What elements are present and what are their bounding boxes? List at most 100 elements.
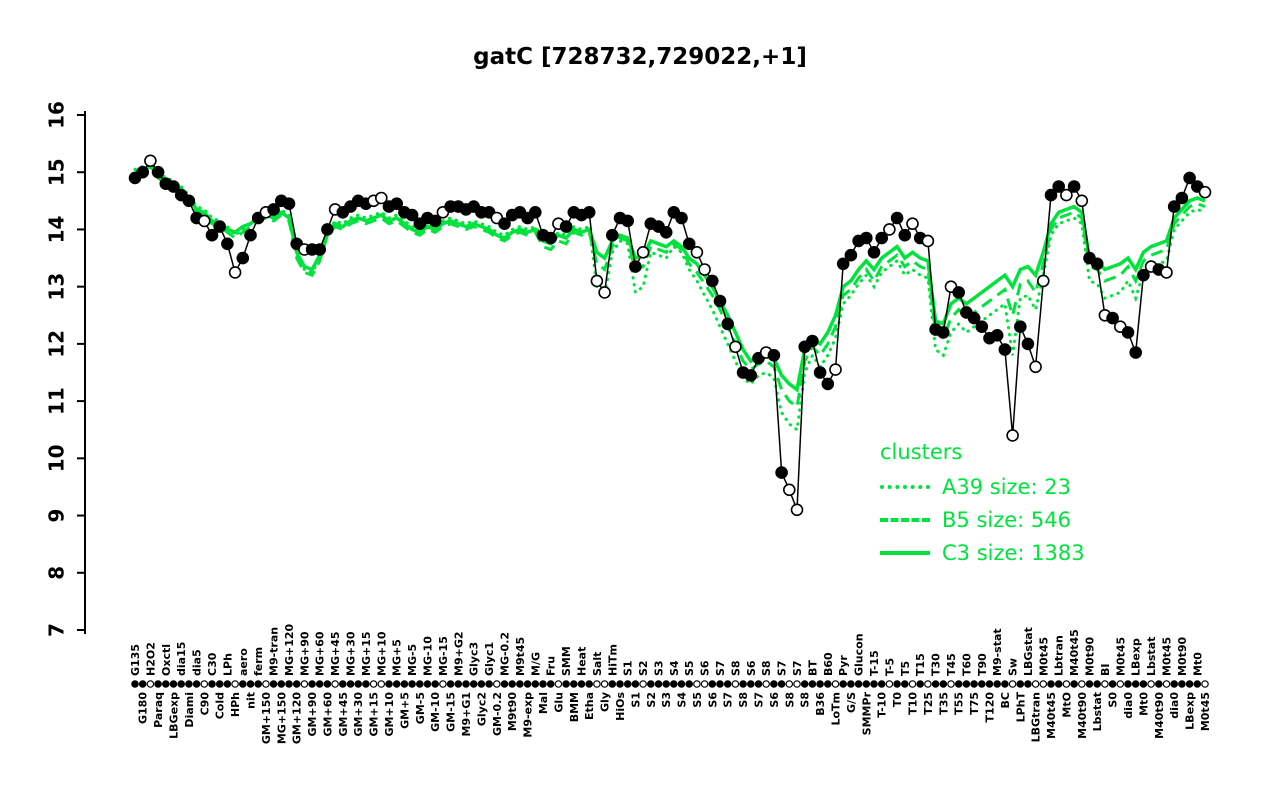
condition-label: S6 xyxy=(745,660,758,676)
condition-marker xyxy=(1116,680,1125,688)
condition-label: B36 xyxy=(814,692,827,716)
condition-label: HPh xyxy=(229,692,242,717)
solid-line-sample-icon xyxy=(880,551,930,555)
gene-point xyxy=(821,377,835,391)
gene-point xyxy=(1006,429,1019,442)
condition-marker xyxy=(1054,680,1063,688)
gene-point xyxy=(1183,171,1196,185)
plot-title: gatC [728732,729022,+1] xyxy=(473,44,807,70)
condition-marker xyxy=(685,680,694,688)
condition-marker xyxy=(1124,680,1132,688)
dashed-line-sample-icon xyxy=(880,518,930,522)
condition-label: S6 xyxy=(699,660,712,676)
condition-label: S6 xyxy=(706,692,719,708)
condition-marker xyxy=(977,680,986,688)
condition-marker xyxy=(577,680,586,688)
condition-marker xyxy=(970,680,978,688)
condition-label: GM+30 xyxy=(352,692,365,737)
condition-label: M9t90 xyxy=(506,692,519,732)
condition-marker xyxy=(485,680,493,688)
condition-label: S4 xyxy=(676,692,689,708)
condition-label: HiOs xyxy=(614,692,627,721)
condition-marker xyxy=(462,680,470,688)
condition-marker xyxy=(716,680,724,688)
y-tick-label: 13 xyxy=(45,273,69,301)
condition-marker xyxy=(908,680,917,688)
condition-marker xyxy=(700,680,709,688)
condition-label: LBexp xyxy=(1184,692,1197,730)
condition-label: T30 xyxy=(930,653,943,676)
condition-marker xyxy=(877,680,886,688)
condition-marker xyxy=(239,680,247,688)
condition-marker xyxy=(623,680,632,688)
gene-point xyxy=(729,340,742,354)
condition-label: S1 xyxy=(629,692,642,708)
gene-point xyxy=(1129,346,1142,359)
condition-label: M0t45 xyxy=(1037,637,1050,676)
condition-marker xyxy=(469,680,478,688)
condition-marker xyxy=(246,680,255,688)
condition-marker xyxy=(870,680,878,688)
gene-point xyxy=(428,214,442,228)
condition-label: dia5 xyxy=(191,649,204,676)
condition-marker xyxy=(693,680,701,688)
condition-marker xyxy=(569,680,578,688)
condition-marker xyxy=(146,680,155,688)
condition-label: M9+G2 xyxy=(452,632,465,677)
condition-marker xyxy=(1008,680,1017,688)
gene-point xyxy=(1044,188,1058,202)
condition-label: dia0 xyxy=(1122,692,1135,719)
gene-point xyxy=(136,165,149,179)
condition-marker xyxy=(616,680,624,688)
condition-marker xyxy=(808,680,817,688)
condition-label: GM+90 xyxy=(306,692,319,737)
condition-marker xyxy=(192,680,201,688)
condition-label: M0t90 xyxy=(1176,636,1189,676)
condition-label: M/G xyxy=(529,652,542,676)
condition-label: T45 xyxy=(945,653,958,676)
condition-marker xyxy=(885,680,894,688)
condition-marker xyxy=(1108,680,1117,688)
gene-point xyxy=(1106,311,1119,325)
gene-point xyxy=(498,217,511,230)
condition-marker xyxy=(254,680,263,688)
gene-point xyxy=(844,248,858,262)
condition-label: T35 xyxy=(937,692,950,715)
gene-point xyxy=(906,217,919,230)
condition-label: GM+120 xyxy=(291,692,304,744)
gene-point xyxy=(859,231,873,245)
dotted-line-sample-icon xyxy=(880,485,930,489)
condition-marker xyxy=(762,680,771,688)
condition-marker xyxy=(539,680,547,688)
gene-point xyxy=(867,246,881,259)
condition-marker xyxy=(1078,680,1086,688)
condition-label: MtO xyxy=(1060,692,1073,718)
condition-marker xyxy=(1093,680,1102,688)
condition-marker xyxy=(777,680,786,688)
condition-label: MG+90 xyxy=(298,631,311,676)
condition-marker xyxy=(308,680,316,688)
gene-point xyxy=(829,363,842,376)
condition-label: MG-10 xyxy=(422,636,435,676)
condition-label: S1 xyxy=(622,660,635,676)
gene-point xyxy=(151,165,165,179)
condition-marker xyxy=(446,680,455,688)
condition-label: S6 xyxy=(768,692,781,708)
condition-marker xyxy=(385,680,393,688)
condition-label: MG-15 xyxy=(437,636,450,676)
gene-point xyxy=(267,203,280,216)
condition-label: T25 xyxy=(922,692,935,715)
condition-marker xyxy=(1024,680,1032,688)
condition-label: G/S xyxy=(845,692,858,713)
gene-point xyxy=(990,328,1004,342)
condition-label: T-5 xyxy=(883,658,896,676)
condition-marker xyxy=(315,680,324,688)
condition-marker xyxy=(639,680,647,688)
condition-marker xyxy=(608,680,617,688)
condition-label: T55 xyxy=(953,692,966,715)
condition-marker xyxy=(947,680,955,688)
condition-label: B60 xyxy=(822,652,835,676)
condition-label: M9-stat xyxy=(991,628,1004,676)
condition-marker xyxy=(785,680,794,688)
condition-label: LPh xyxy=(221,653,234,676)
